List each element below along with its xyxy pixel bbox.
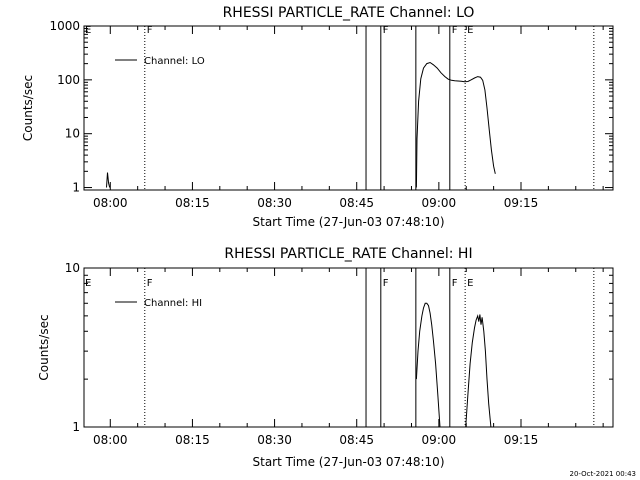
y-tick-label: 1	[72, 420, 80, 434]
x-axis-label: Start Time (27-Jun-03 07:48:10)	[253, 215, 445, 229]
x-tick-label: 08:15	[175, 196, 210, 210]
legend-label: Channel: LO	[144, 56, 205, 67]
panel-lo: RHESSI PARTICLE_RATE Channel: LO Start Ti…	[21, 5, 614, 229]
flag-label: F	[147, 25, 153, 36]
legend-label: Channel: HI	[144, 298, 202, 309]
x-tick-label: 09:15	[504, 196, 539, 210]
x-tick-label: 08:00	[93, 433, 128, 447]
chart-title: RHESSI PARTICLE_RATE Channel: HI	[224, 246, 472, 262]
flag-label: F	[452, 25, 458, 36]
flag-label: F	[147, 278, 153, 289]
x-tick-label: 09:15	[504, 433, 539, 447]
x-tick-label: 09:00	[422, 433, 457, 447]
y-axis-label: Counts/sec	[21, 75, 35, 141]
flag-label: E	[467, 25, 473, 36]
y-tick-label: 1000	[49, 19, 80, 33]
chart-title: RHESSI PARTICLE_RATE Channel: LO	[223, 5, 475, 21]
edge-flag-label: E	[85, 25, 91, 36]
series-line	[415, 61, 496, 188]
x-tick-label: 08:15	[175, 433, 210, 447]
x-tick-label: 08:00	[93, 196, 128, 210]
panel-hi: RHESSI PARTICLE_RATE Channel: HI Start Ti…	[37, 246, 614, 469]
y-tick-label: 100	[57, 73, 80, 87]
flag-label: F	[452, 278, 458, 289]
y-tick-label: 10	[65, 261, 80, 275]
x-tick-label: 09:00	[422, 196, 457, 210]
x-tick-label: 08:45	[339, 433, 374, 447]
series-line	[106, 172, 111, 188]
flag-label: F	[383, 278, 389, 289]
x-tick-label: 08:30	[257, 433, 292, 447]
plot-frame	[83, 25, 614, 191]
flag-label: F	[383, 25, 389, 36]
plot-timestamp: 20-Oct-2021 00:43	[570, 470, 636, 478]
series-line	[415, 302, 441, 428]
plot-frame	[83, 267, 614, 428]
x-tick-label: 08:30	[257, 196, 292, 210]
edge-flag-label: E	[85, 278, 91, 289]
y-axis-label: Counts/sec	[37, 314, 51, 380]
y-tick-label: 10	[65, 127, 80, 141]
x-tick-label: 08:45	[339, 196, 374, 210]
flag-label: E	[467, 278, 473, 289]
x-axis-label: Start Time (27-Jun-03 07:48:10)	[253, 455, 445, 469]
series-line	[465, 314, 492, 428]
y-tick-label: 1	[72, 181, 80, 195]
